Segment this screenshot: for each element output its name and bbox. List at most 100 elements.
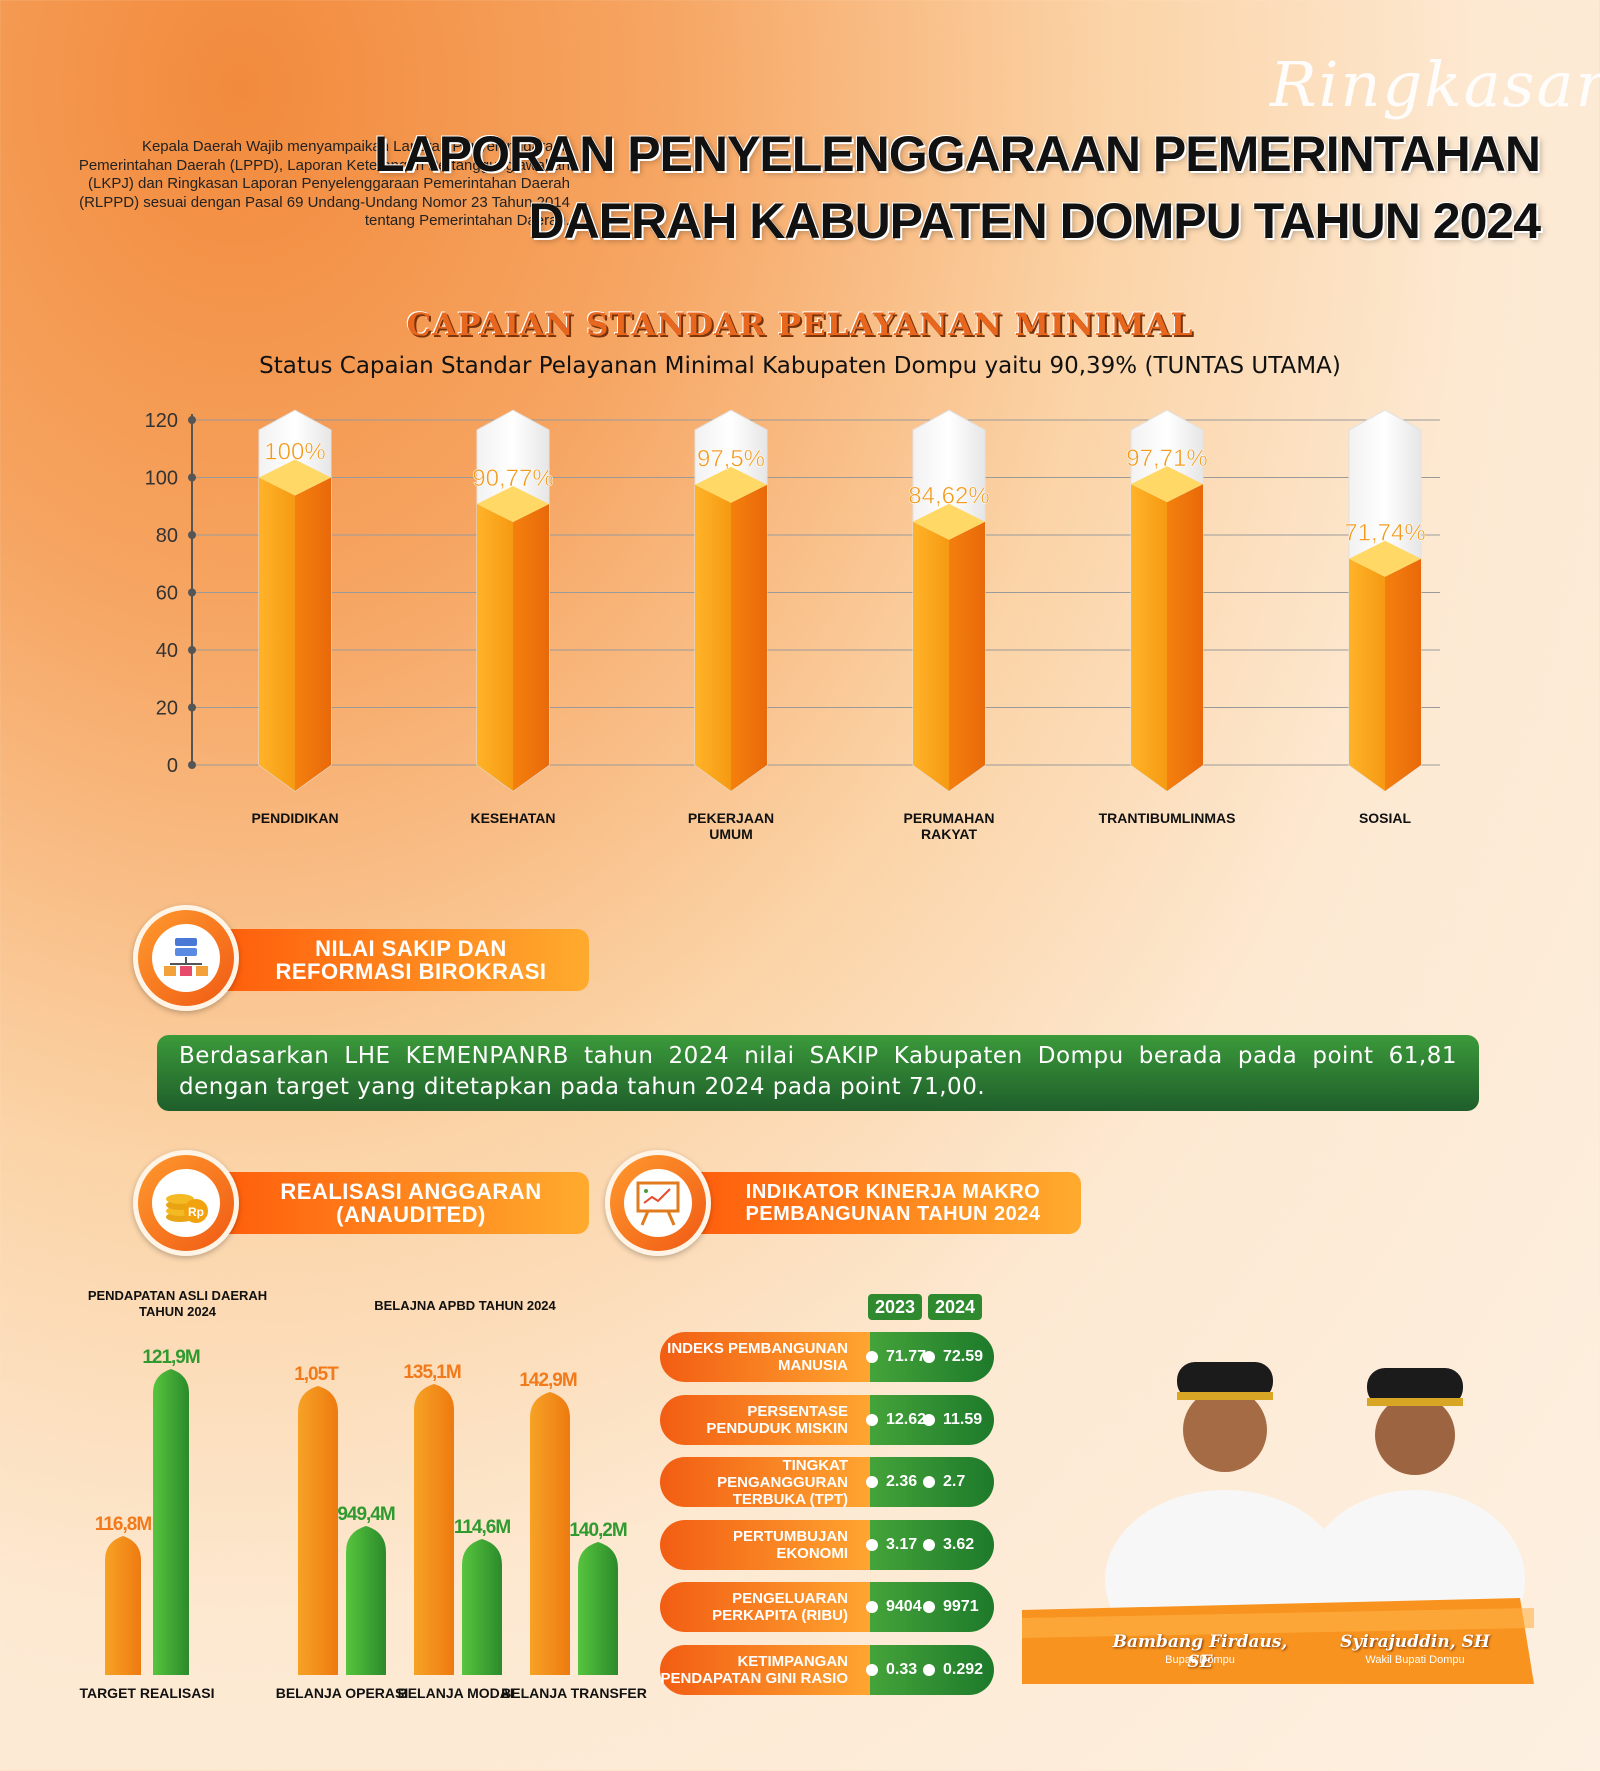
intro-text: Kepala Daerah Wajib menyampaikan Laporan…	[78, 138, 570, 229]
bar-top	[913, 503, 985, 540]
makro-value-2024: 11.59	[943, 1410, 983, 1428]
belanja-realisasi-bar	[578, 1542, 618, 1675]
database-hierarchy-icon	[164, 938, 208, 976]
bullet-dot	[923, 1538, 935, 1551]
y-tick-dot	[188, 473, 196, 482]
makro-value-2024: 72.59	[943, 1348, 984, 1365]
bullet-dot	[866, 1601, 878, 1613]
anggaran-badge: REALISASI ANGGARAN (ANAUDITED) Rp	[133, 1150, 593, 1260]
makro-row: INDEKS PEMBANGUNAN MANUSIA 71.77 72.59	[660, 1332, 994, 1382]
bar-value-label: 90,77%	[472, 465, 553, 492]
belanja-realisasi-bar	[346, 1526, 386, 1675]
belanja-anggaran-label: 142,9M	[519, 1370, 577, 1391]
belanja-category-label: BELANJA OPERASI	[276, 1685, 409, 1700]
bar-top	[477, 486, 549, 523]
bar-side	[1167, 484, 1203, 791]
officials-ribbon	[1022, 1598, 1534, 1684]
category-label: SOSIAL	[1358, 810, 1412, 826]
sakip-badge-line2: REFORMASI BIROKRASI	[275, 959, 547, 984]
pad-axis-label: TARGET REALISASI	[79, 1685, 214, 1700]
bar-front	[259, 477, 295, 791]
makro-value-2024: 0.292	[943, 1660, 984, 1678]
page-title-line1: LAPORAN PENYELENGGARAAN PEMERINTAHAN	[374, 126, 1541, 182]
pad-target-bar	[105, 1536, 141, 1675]
bar-top	[1349, 540, 1421, 577]
makro-row: PENGELUARAN PERKAPITA (RIBU) 9404 9971	[660, 1582, 994, 1632]
y-tick-label: 40	[156, 640, 178, 662]
makro-value-2023: 2.36	[886, 1473, 918, 1490]
makro-value-2023: 9404	[886, 1598, 922, 1615]
anggaran-badge-line2: (ANAUDITED)	[336, 1202, 486, 1227]
category-label: PERUMAHAN RAKYAT	[903, 810, 995, 842]
category-label: KESEHATAN	[470, 810, 556, 826]
bar-top	[695, 466, 767, 503]
bullet-dot	[866, 1538, 878, 1551]
y-tick-label: 120	[145, 410, 178, 432]
bullet-dot	[923, 1351, 935, 1363]
coins-icon: Rp	[166, 1194, 208, 1223]
belanja-anggaran-bar	[530, 1392, 570, 1675]
bar-front	[1349, 558, 1385, 791]
makro-value-2023: 3.17	[886, 1535, 918, 1553]
bar-front	[913, 521, 949, 791]
bar-value-label: 71,74%	[1344, 520, 1425, 547]
script-heading-ringkasan: Ringkasan	[1270, 48, 1600, 121]
spm-bar-chart: 0 20 40 60 80 100 120 100% 90,77% 97,5% 84,62% 97,…	[145, 409, 1440, 792]
spm-heading: CAPAIAN STANDAR PELAYANAN MINIMAL	[406, 307, 1194, 343]
category-label: TRANTIBUMLINMAS	[1098, 810, 1236, 826]
bullet-dot	[923, 1601, 935, 1613]
y-tick-dot	[188, 531, 196, 539]
makro-value-2024: 2.7	[943, 1473, 966, 1490]
official-name-1: Bambang Firdaus, SE	[1112, 1632, 1288, 1672]
pad-caption: PENDAPATAN ASLI DAERAH TAHUN 2024	[70, 1288, 285, 1320]
makro-value-2024: 9971	[943, 1598, 979, 1615]
makro-badge: INDIKATOR KINERJA MAKRO PEMBANGUNAN TAHU…	[605, 1150, 1081, 1260]
bar-top	[1131, 466, 1203, 503]
y-tick-label: 60	[156, 583, 178, 605]
belanja-realisasi-bar	[462, 1539, 502, 1675]
anggaran-badge-bar: REALISASI ANGGARAN (ANAUDITED)	[203, 1172, 589, 1234]
svg-text:Rp: Rp	[188, 1205, 204, 1219]
makro-row-label: PERSENTASE PENDUDUK MISKIN	[660, 1394, 870, 1445]
makro-value-2023: 0.33	[886, 1660, 918, 1678]
makro-value-2024: 3.62	[943, 1535, 975, 1553]
belanja-category-label: BELANJA TRANSFER	[501, 1685, 647, 1700]
sakip-badge-line1: NILAI SAKIP DAN	[315, 936, 507, 961]
bar-side	[295, 477, 331, 791]
belanja-realisasi-label: 114,6M	[454, 1517, 510, 1538]
bar-front	[695, 484, 731, 791]
makro-row: PERTUMBUJAN EKONOMI 3.17 3.62	[660, 1519, 994, 1570]
belanja-anggaran-bar	[414, 1384, 454, 1675]
officials-illustration	[1105, 1362, 1525, 1670]
presentation-board-icon	[636, 1181, 680, 1226]
year-2024-header: 2024	[928, 1294, 982, 1320]
makro-row-label: TINGKAT PENGANGGURAN TERBUKA (TPT)	[660, 1457, 870, 1508]
category-label: PENDIDIKAN	[251, 810, 339, 826]
pad-value-label: 116,8M	[95, 1514, 151, 1535]
bullet-dot	[866, 1413, 878, 1426]
bullet-dot	[866, 1663, 878, 1676]
bar-value-label: 100%	[264, 439, 325, 466]
page-title-line2: DAERAH KABUPATEN DOMPU TAHUN 2024	[528, 193, 1541, 249]
bar-value-label: 97,71%	[1126, 445, 1207, 472]
anggaran-badge-line1: REALISASI ANGGARAN	[280, 1179, 542, 1204]
makro-badge-line2: PEMBANGUNAN TAHUN 2024	[745, 1203, 1041, 1225]
bar-side	[513, 504, 549, 791]
y-tick-dot	[188, 646, 196, 654]
belanja-anggaran-label: 1,05T	[294, 1364, 339, 1385]
pad-caption-line2: TAHUN 2024	[138, 1304, 217, 1319]
officials-photo-area	[1095, 1320, 1525, 1670]
makro-badge-bar: INDIKATOR KINERJA MAKRO PEMBANGUNAN TAHU…	[675, 1172, 1081, 1234]
belanja-realisasi-label: 949,4M	[337, 1504, 395, 1525]
official-role-2: Wakil Bupati Dompu	[1365, 1654, 1465, 1666]
makro-row-label: PENGELUARAN PERKAPITA (RIBU)	[660, 1582, 870, 1632]
bullet-dot	[923, 1476, 935, 1488]
belanja-anggaran-label: 135,1M	[403, 1362, 461, 1383]
official-name-2: Syirajuddin, SH	[1340, 1632, 1490, 1652]
pad-value-label: 121,9M	[142, 1347, 200, 1368]
bar-value-label: 97,5%	[697, 446, 765, 473]
bullet-dot	[923, 1663, 935, 1676]
bar-side	[731, 484, 767, 791]
bar-top	[259, 459, 331, 496]
makro-row-label: INDEKS PEMBANGUNAN MANUSIA	[660, 1332, 870, 1382]
